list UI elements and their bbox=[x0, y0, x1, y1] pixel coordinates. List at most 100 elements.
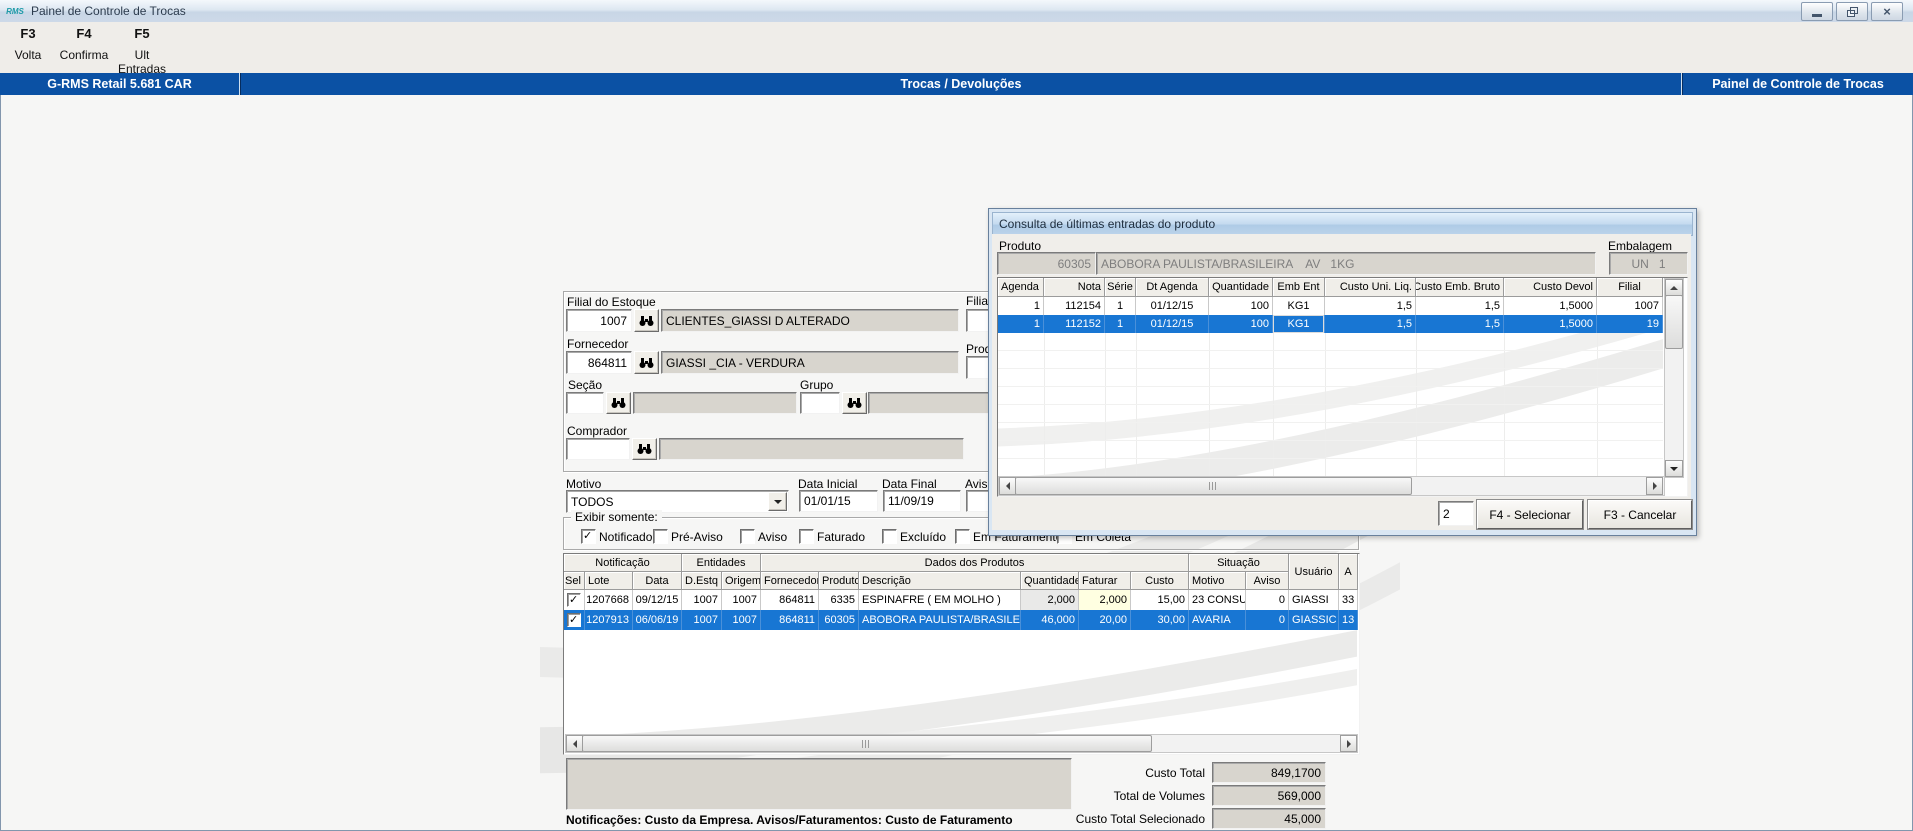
col-header-agenda: Agenda bbox=[998, 278, 1044, 297]
scrollbar-thumb[interactable] bbox=[1665, 295, 1683, 349]
window-controls: × bbox=[1798, 2, 1903, 21]
table-row-selected[interactable]: 1207913 06/06/19 1007 1007 864811 60305 … bbox=[564, 610, 1359, 630]
toolbar: F3 Volta F4 Confirma F5 Ult Entradas bbox=[0, 22, 1913, 76]
filial-estoque-desc-field: CLIENTES_GIASSI D ALTERADO bbox=[661, 309, 959, 332]
column-header-produto: Produto bbox=[819, 572, 859, 590]
grupo-label: Grupo bbox=[800, 378, 834, 392]
col-header-quantidade: Quantidade bbox=[1209, 278, 1273, 297]
cancelar-button[interactable]: F3 - Cancelar bbox=[1588, 500, 1692, 529]
col-header-serie: Série bbox=[1105, 278, 1136, 297]
grid-empty-area bbox=[998, 333, 1663, 476]
comprador-input[interactable] bbox=[566, 438, 630, 460]
volta-label: Volta bbox=[14, 48, 42, 62]
binoculars-icon bbox=[847, 398, 862, 408]
data-inicial-input[interactable]: 01/01/15 bbox=[799, 490, 878, 512]
filial-estoque-input[interactable]: 1007 bbox=[566, 309, 632, 332]
entrada-row[interactable]: 1 112154 1 01/12/15 100 KG1 1,5 1,5 1,50… bbox=[998, 297, 1687, 315]
scroll-right-button[interactable] bbox=[1646, 477, 1663, 495]
pre-aviso-label: Pré-Aviso bbox=[671, 530, 723, 544]
grupo-input[interactable] bbox=[800, 392, 840, 414]
gripper-icon bbox=[1208, 482, 1219, 490]
filial-estoque-search-button[interactable] bbox=[634, 309, 659, 332]
group-header-entidades: Entidades bbox=[682, 554, 761, 572]
entrada-row-selected[interactable]: 1 112152 1 01/12/15 100 KG1 1,5 1,5 1,50… bbox=[998, 315, 1687, 333]
rms-logo-icon: RMS bbox=[6, 6, 24, 16]
confirma-label: Confirma bbox=[59, 48, 109, 62]
secao-search-button[interactable] bbox=[606, 392, 631, 414]
table-horizontal-scrollbar[interactable] bbox=[565, 734, 1358, 753]
excluido-label: Excluído bbox=[900, 530, 947, 544]
column-header-data: Data bbox=[633, 572, 682, 590]
quantity-input[interactable]: 2 bbox=[1438, 501, 1474, 526]
comprador-search-button[interactable] bbox=[632, 438, 657, 460]
dialog-embalagem-label: Embalagem bbox=[1608, 239, 1673, 253]
scrollbar-thumb[interactable] bbox=[582, 735, 1152, 752]
secao-label: Seção bbox=[568, 378, 603, 392]
col-header-nota: Nota bbox=[1044, 278, 1105, 297]
notificado-checkbox[interactable] bbox=[581, 529, 596, 544]
arrow-right-icon bbox=[1652, 482, 1661, 490]
selecionar-button[interactable]: F4 - Selecionar bbox=[1477, 500, 1583, 529]
col-header-custo-uni-liq: Custo Uni. Liq. bbox=[1325, 278, 1416, 297]
banner-screen-title: Painel de Controle de Trocas bbox=[1712, 77, 1884, 91]
confirma-button[interactable]: F4 Confirma bbox=[55, 26, 113, 70]
motivo-select[interactable]: TODOS bbox=[566, 490, 789, 513]
scroll-left-button[interactable] bbox=[999, 477, 1016, 495]
scroll-up-button[interactable] bbox=[1665, 279, 1683, 296]
row-checkbox[interactable] bbox=[567, 593, 581, 607]
minimize-button[interactable] bbox=[1801, 2, 1833, 21]
data-final-label: Data Final bbox=[882, 477, 937, 491]
ult-entradas-button[interactable]: F5 Ult Entradas bbox=[112, 26, 172, 76]
scrollbar-thumb[interactable] bbox=[1015, 477, 1412, 495]
volta-button[interactable]: F3 Volta bbox=[5, 26, 51, 70]
binoculars-icon bbox=[639, 357, 654, 368]
arrow-left-icon bbox=[569, 739, 577, 748]
ult-entradas-label: Ult Entradas bbox=[117, 48, 167, 76]
banner-separator bbox=[1681, 73, 1683, 95]
faturado-checkbox[interactable] bbox=[799, 529, 814, 544]
excluido-checkbox[interactable] bbox=[882, 529, 897, 544]
data-final-input[interactable]: 11/09/19 bbox=[883, 490, 961, 512]
em-faturamento-checkbox[interactable] bbox=[955, 529, 970, 544]
fornecedor-input[interactable]: 864811 bbox=[566, 351, 632, 374]
column-header-usuario: Usuário bbox=[1289, 554, 1339, 590]
close-button[interactable]: × bbox=[1871, 2, 1903, 21]
binoculars-icon bbox=[639, 315, 654, 326]
aviso-checkbox[interactable] bbox=[740, 529, 755, 544]
exibir-somente-label: Exibir somente: bbox=[571, 510, 662, 524]
table-row[interactable]: 1207668 09/12/15 1007 1007 864811 6335 E… bbox=[564, 590, 1359, 610]
message-box bbox=[566, 758, 1072, 810]
pre-aviso-checkbox[interactable] bbox=[653, 529, 668, 544]
grid-vertical-scrollbar[interactable] bbox=[1664, 278, 1684, 478]
aviso-checkbox-label: Aviso bbox=[758, 530, 788, 544]
column-header-lote: Lote bbox=[585, 572, 633, 590]
dropdown-button[interactable] bbox=[768, 492, 787, 511]
restore-button[interactable] bbox=[1836, 2, 1868, 21]
col-header-emb-ent: Emb Ent bbox=[1273, 278, 1325, 297]
fornecedor-desc-field: GIASSI _CIA - VERDURA bbox=[661, 351, 959, 374]
dialog-titlebar[interactable]: Consulta de últimas entradas do produto bbox=[992, 212, 1693, 236]
ultimas-entradas-dialog: Consulta de últimas entradas do produto … bbox=[988, 208, 1697, 536]
scroll-left-button[interactable] bbox=[566, 735, 583, 752]
banner-app-version: G-RMS Retail 5.681 CAR bbox=[47, 77, 192, 91]
column-header-fornecedor: Fornecedor bbox=[761, 572, 819, 590]
notificado-label: Notificado bbox=[599, 530, 653, 544]
total-volumes-label: Total de Volumes bbox=[1113, 789, 1205, 803]
fornecedor-search-button[interactable] bbox=[634, 351, 659, 374]
row-checkbox[interactable] bbox=[567, 613, 581, 627]
custo-total-selecionado-field: 45,000 bbox=[1212, 808, 1326, 829]
secao-input[interactable] bbox=[566, 392, 604, 414]
ult-entradas-fkey: F5 bbox=[134, 26, 150, 41]
col-header-custo-emb-bruto: Custo Emb. Bruto bbox=[1416, 278, 1504, 297]
scroll-down-button[interactable] bbox=[1665, 460, 1683, 477]
grupo-search-button[interactable] bbox=[842, 392, 867, 414]
restore-icon bbox=[1846, 6, 1858, 17]
grid-horizontal-scrollbar[interactable] bbox=[998, 476, 1665, 496]
entradas-grid-header: Agenda Nota Série Dt Agenda Quantidade E… bbox=[998, 278, 1687, 297]
focused-cell: KG1 bbox=[1273, 315, 1325, 333]
dialog-body: Produto 60305 ABOBORA PAULISTA/BRASILEIR… bbox=[992, 234, 1692, 530]
dialog-embalagem-field: UN 1 bbox=[1609, 252, 1688, 275]
scroll-right-button[interactable] bbox=[1340, 735, 1357, 752]
column-header-aviso: Aviso bbox=[1246, 572, 1289, 590]
